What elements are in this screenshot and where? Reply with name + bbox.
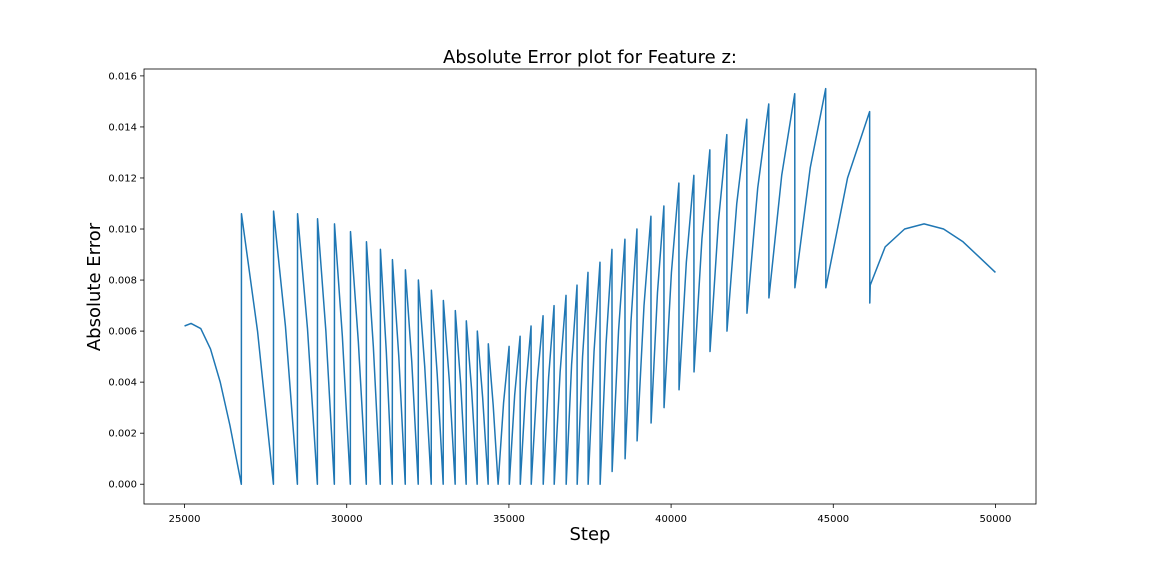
y-axis-label: Absolute Error xyxy=(84,222,105,351)
y-tick-label: 0.010 xyxy=(108,225,137,236)
x-tick-label: 45000 xyxy=(817,514,849,525)
y-tick-label: 0.008 xyxy=(108,276,137,287)
x-axis-label: Step xyxy=(570,524,611,545)
x-tick-label: 40000 xyxy=(655,514,687,525)
y-tick-label: 0.002 xyxy=(108,429,137,440)
data-line xyxy=(184,87,996,485)
x-tick-label: 35000 xyxy=(493,514,525,525)
axes-frame xyxy=(143,68,1037,505)
chart-title: Absolute Error plot for Feature z: xyxy=(443,47,737,68)
x-tick-label: 25000 xyxy=(169,514,201,525)
x-tick-label: 30000 xyxy=(331,514,363,525)
y-tick-label: 0.006 xyxy=(108,327,137,338)
x-tick-label: 50000 xyxy=(980,514,1012,525)
y-tick-label: 0.016 xyxy=(108,71,137,82)
y-tick-label: 0.004 xyxy=(108,378,137,389)
y-tick-label: 0.014 xyxy=(108,122,137,133)
y-tick-label: 0.012 xyxy=(108,173,137,184)
y-tick-label: 0.000 xyxy=(108,480,137,491)
